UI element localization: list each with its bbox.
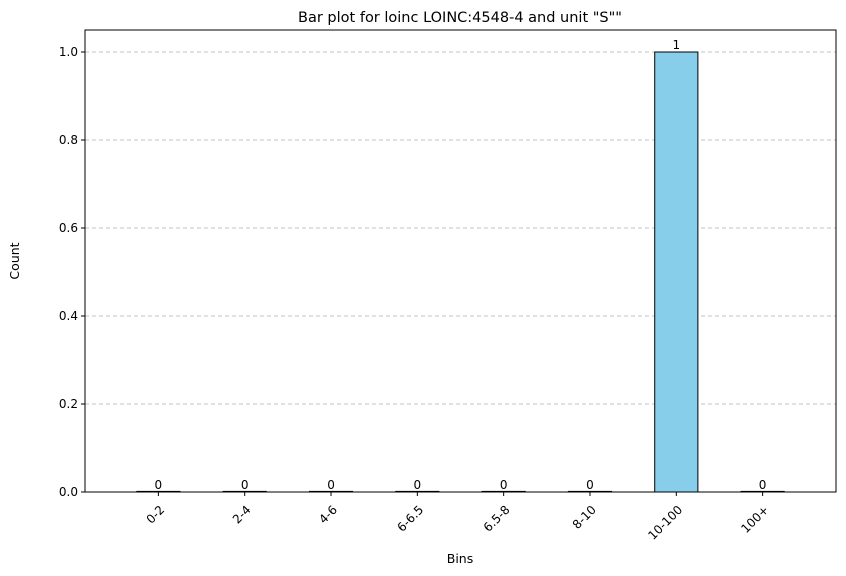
x-tick-label: 4-6 — [316, 503, 340, 527]
data-labels: 0 0 0 0 0 0 1 0 — [155, 38, 767, 492]
bar-value-label: 0 — [327, 478, 335, 492]
y-axis-label: Count — [7, 242, 22, 279]
plot-frame — [84, 29, 837, 493]
y-tick-label: 1.0 — [59, 45, 78, 59]
x-tick-label: 0-2 — [144, 503, 168, 527]
bar-value-label: 0 — [500, 478, 508, 492]
bar-value-label: 0 — [586, 478, 594, 492]
x-axis-ticks: 0-2 2-4 4-6 6-6.5 6.5-8 8-10 10-100 100+ — [144, 492, 772, 543]
x-tick-label: 8-10 — [570, 503, 599, 532]
x-tick-label: 6-6.5 — [394, 503, 426, 535]
bar-value-label: 0 — [759, 478, 767, 492]
gridlines — [85, 51, 836, 493]
x-tick-label: 2-4 — [230, 503, 254, 527]
y-tick-label: 0.2 — [59, 397, 78, 411]
bar-value-label: 0 — [155, 478, 163, 492]
y-axis-ticks: 0.0 0.2 0.4 0.6 0.8 1.0 — [59, 45, 85, 499]
y-tick-label: 0.8 — [59, 133, 78, 147]
y-tick-label: 0.4 — [59, 309, 78, 323]
bar-value-label: 1 — [672, 38, 680, 52]
bars — [136, 51, 785, 493]
x-axis-label: Bins — [447, 551, 473, 566]
y-tick-label: 0.0 — [59, 485, 78, 499]
x-tick-label: 6.5-8 — [481, 503, 513, 535]
y-tick-label: 0.6 — [59, 221, 78, 235]
bar-value-label: 0 — [414, 478, 422, 492]
x-tick-label: 100+ — [738, 503, 771, 536]
x-tick-label: 10-100 — [645, 503, 685, 543]
chart-title: Bar plot for loinc LOINC:4548-4 and unit… — [298, 10, 622, 26]
bar — [654, 51, 699, 493]
bar-value-label: 0 — [241, 478, 249, 492]
